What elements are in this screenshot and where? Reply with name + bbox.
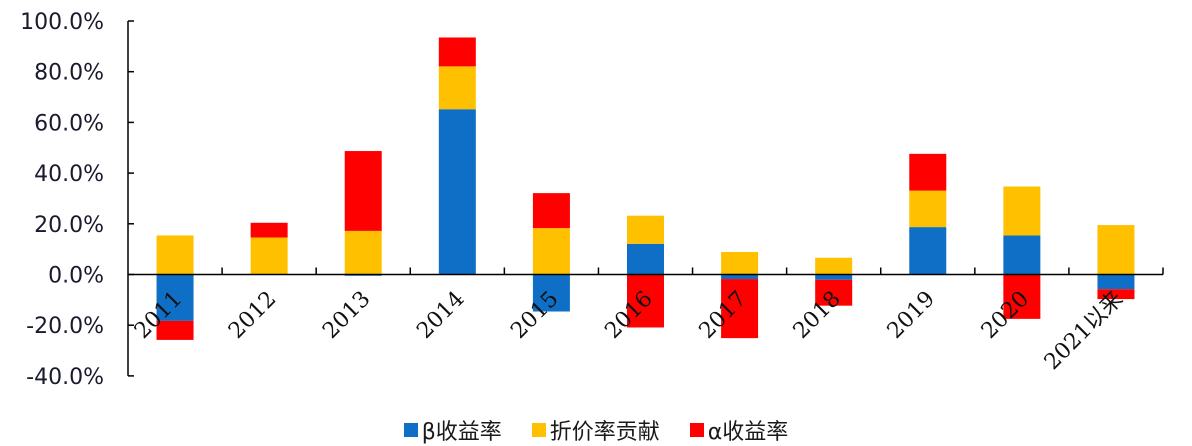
legend-label-alpha: α收益率 xyxy=(707,420,789,445)
y-tick-label: 60.0% xyxy=(34,111,104,136)
x-tick-label: 2021以来 xyxy=(1040,287,1128,375)
y-tick-label: 100.0% xyxy=(20,10,104,35)
bar-segment xyxy=(344,230,382,275)
bar-segment xyxy=(532,228,570,275)
y-tick-label: 40.0% xyxy=(34,162,104,187)
bar-segment xyxy=(1097,289,1135,300)
bar-segment xyxy=(627,243,664,275)
bar-segment xyxy=(1003,235,1041,275)
bar-segment xyxy=(721,251,759,275)
y-tick-label: -40.0% xyxy=(26,365,104,390)
bar-segment xyxy=(1003,186,1041,236)
bar-segment xyxy=(1097,274,1135,290)
y-tick-label: 20.0% xyxy=(34,213,104,238)
legend-item-beta: β收益率 xyxy=(403,414,502,446)
bar-segment xyxy=(156,320,194,340)
legend-swatch-discount xyxy=(531,423,546,437)
legend-item-discount: 折价率贡献 xyxy=(531,414,660,446)
bar-segment xyxy=(438,109,476,275)
bar-segment xyxy=(532,274,570,312)
y-tick-label: -20.0% xyxy=(26,314,104,339)
bar-segment xyxy=(532,193,570,229)
bar-segment xyxy=(1097,225,1135,275)
bar-segment xyxy=(438,66,476,110)
bar-segment xyxy=(909,227,947,275)
bar-segment xyxy=(815,274,853,280)
legend-swatch-beta xyxy=(403,423,418,437)
bar-segment xyxy=(815,257,853,275)
bar-segment xyxy=(438,37,476,67)
bar-segment xyxy=(815,279,853,306)
bar-segment xyxy=(721,274,759,280)
x-tick-label: 2013 xyxy=(318,287,375,344)
y-tick-label: 80.0% xyxy=(34,61,104,86)
bar-segment xyxy=(156,274,194,321)
bar-segment xyxy=(627,215,664,244)
y-tick-label: 0.0% xyxy=(48,264,104,289)
x-tick-label: 2014 xyxy=(412,287,469,344)
bar-segment xyxy=(909,153,947,191)
x-tick-label: 2012 xyxy=(224,287,281,344)
bar-segment xyxy=(250,222,288,238)
bars xyxy=(156,37,1135,340)
bar-segment xyxy=(721,279,759,339)
bar-segment xyxy=(627,274,664,328)
legend-swatch-alpha xyxy=(689,423,704,437)
bar-segment xyxy=(909,190,947,228)
bar-segment xyxy=(1003,274,1041,319)
bar-segment xyxy=(156,235,194,275)
legend-label-beta: β收益率 xyxy=(421,420,502,445)
legend-label-discount: 折价率贡献 xyxy=(549,420,660,445)
bar-segment xyxy=(344,151,382,231)
y-axis: 100.0% 80.0% 60.0% 40.0% 20.0% 0.0% -20.0% -40.… xyxy=(20,10,134,390)
legend-item-alpha: α收益率 xyxy=(689,414,789,446)
legend: β收益率 折价率贡献 α收益率 xyxy=(0,414,1192,446)
bar-segment xyxy=(250,237,288,275)
x-tick-label: 2019 xyxy=(883,287,940,344)
